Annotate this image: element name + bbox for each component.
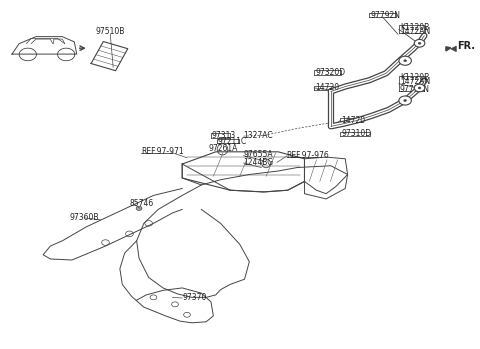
Text: 1327AC: 1327AC bbox=[243, 131, 273, 140]
Text: 1244BG: 1244BG bbox=[243, 158, 274, 167]
Text: 97360B: 97360B bbox=[70, 213, 99, 222]
Circle shape bbox=[136, 206, 142, 210]
Circle shape bbox=[404, 60, 407, 62]
Text: K1120B: K1120B bbox=[400, 23, 429, 32]
Circle shape bbox=[399, 56, 411, 65]
Text: 97320D: 97320D bbox=[315, 68, 345, 77]
Text: 97313: 97313 bbox=[212, 131, 236, 140]
Text: K1120B: K1120B bbox=[400, 73, 429, 82]
Text: 97211C: 97211C bbox=[218, 137, 247, 146]
Text: 1472AN: 1472AN bbox=[400, 27, 430, 36]
Text: REF.97-976: REF.97-976 bbox=[287, 151, 329, 160]
Text: 97261A: 97261A bbox=[209, 144, 238, 153]
Text: FR.: FR. bbox=[457, 41, 475, 51]
Polygon shape bbox=[446, 47, 451, 51]
Text: 14720: 14720 bbox=[315, 83, 339, 92]
Circle shape bbox=[418, 42, 421, 44]
Circle shape bbox=[404, 99, 407, 102]
Text: 85746: 85746 bbox=[130, 199, 154, 208]
Text: 97792N: 97792N bbox=[400, 85, 430, 94]
Circle shape bbox=[414, 84, 425, 92]
Circle shape bbox=[414, 39, 425, 47]
Text: 97310D: 97310D bbox=[341, 129, 372, 138]
Circle shape bbox=[399, 96, 411, 105]
Circle shape bbox=[418, 87, 421, 89]
Text: 97370: 97370 bbox=[182, 293, 206, 302]
Text: REF.97-971: REF.97-971 bbox=[142, 147, 184, 156]
Text: 97510B: 97510B bbox=[96, 27, 125, 36]
Text: 1472AN: 1472AN bbox=[400, 77, 430, 86]
Text: 14720: 14720 bbox=[341, 116, 365, 125]
Text: 97655A: 97655A bbox=[243, 150, 273, 159]
Text: 97792N: 97792N bbox=[370, 11, 400, 20]
